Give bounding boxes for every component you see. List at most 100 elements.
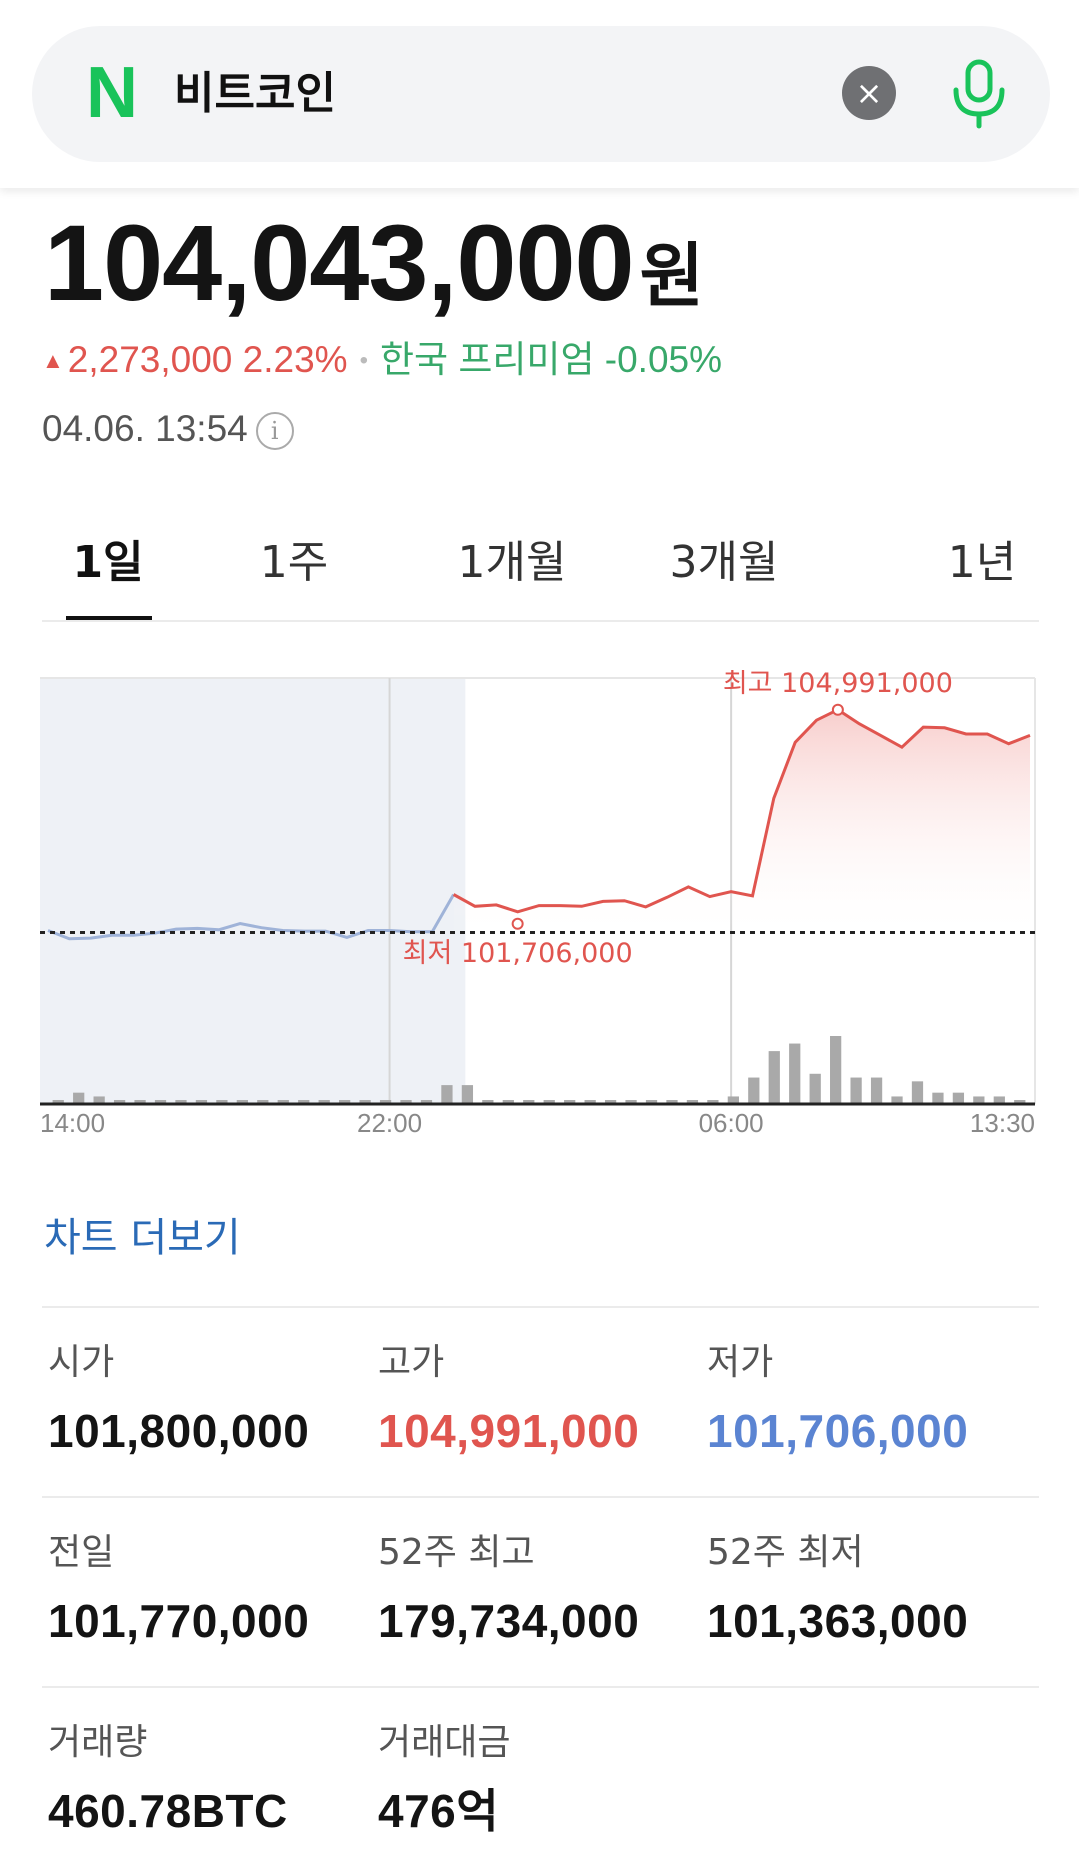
- volume-bar: [93, 1096, 105, 1104]
- volume-bar: [952, 1092, 965, 1104]
- info-icon[interactable]: i: [255, 412, 294, 450]
- volume-bar: [645, 1100, 658, 1104]
- up-arrow-icon: ▲: [42, 348, 64, 373]
- volume-bar: [809, 1073, 821, 1104]
- volume-bar: [52, 1100, 64, 1104]
- korea-premium: 한국 프리미엄 -0.05%: [379, 339, 723, 380]
- stat-52w-high: 52주 최고 179,734,000: [378, 1528, 698, 1652]
- low-label: 최저 101,706,000: [403, 938, 633, 969]
- x-tick-label: 06:00: [699, 1108, 764, 1138]
- volume-bar: [257, 1100, 269, 1104]
- volume-bar: [932, 1092, 944, 1104]
- volume-bar: [768, 1051, 780, 1104]
- volume-bar: [707, 1100, 719, 1104]
- volume-bar: [666, 1100, 678, 1104]
- stats-row: 거래량 460.78BTC 거래대금 476억: [42, 1686, 1039, 1876]
- volume-bar: [789, 1043, 801, 1104]
- stat-high: 고가 104,991,000: [378, 1338, 698, 1462]
- price-line-before: [47, 893, 455, 941]
- stat-value: 460.78BTC: [48, 1785, 288, 1837]
- stat-label: 고가: [378, 1342, 445, 1383]
- volume-bar: [216, 1100, 228, 1104]
- stat-volume: 거래량 460.78BTC: [48, 1718, 368, 1842]
- volume-bar: [400, 1100, 412, 1104]
- x-tick-label: 13:30: [970, 1108, 1035, 1138]
- volume-bar: [298, 1100, 310, 1104]
- volume-bar: [420, 1100, 433, 1104]
- volume-bar: [154, 1100, 167, 1104]
- volume-bar: [686, 1100, 699, 1104]
- volume-bar: [339, 1100, 351, 1104]
- top-bar: N 비트코인 ×: [0, 0, 1079, 188]
- premarket-shade: [40, 678, 466, 1104]
- price-change: 2,273,000 2.23%: [67, 339, 348, 380]
- stat-low: 저가 101,706,000: [707, 1338, 1027, 1462]
- price-line-after: [452, 707, 1031, 914]
- stat-label: 시가: [48, 1342, 115, 1383]
- volume-bar: [236, 1100, 248, 1104]
- volume-bar: [379, 1100, 392, 1104]
- volume-bar: [359, 1100, 371, 1104]
- volume-bar: [870, 1077, 883, 1104]
- low-marker: [511, 917, 524, 930]
- volume-bar: [604, 1100, 617, 1104]
- volume-bar: [502, 1100, 514, 1104]
- x-tick-label: 22:00: [357, 1108, 422, 1138]
- active-tab-indicator: [66, 616, 152, 620]
- volume-bar: [175, 1100, 187, 1104]
- volume-bar: [461, 1085, 474, 1104]
- more-chart-link[interactable]: 차트 더보기: [44, 1215, 241, 1261]
- high-label: 최고 104,991,000: [723, 670, 953, 699]
- stat-value: 104,991,000: [378, 1405, 640, 1457]
- volume-bar: [277, 1100, 289, 1104]
- price-area-fill: [453, 709, 1031, 933]
- tab-1week[interactable]: 1주: [259, 537, 329, 588]
- volume-bar: [748, 1077, 760, 1104]
- volume-bar: [523, 1100, 535, 1104]
- naver-logo-icon[interactable]: N: [86, 53, 138, 133]
- stat-label: 저가: [707, 1342, 774, 1383]
- volume-bar: [543, 1100, 555, 1104]
- timestamp: 04.06. 13:54: [42, 408, 248, 449]
- stat-open: 시가 101,800,000: [48, 1338, 368, 1462]
- stats-row: 전일 101,770,000 52주 최고 179,734,000 52주 최저…: [42, 1496, 1039, 1686]
- price-chart[interactable]: 최고 104,991,000 최저 101,706,000 14:00 22:00 06…: [40, 668, 1040, 1140]
- price-unit: 원: [639, 235, 704, 317]
- volume-bar: [584, 1100, 596, 1104]
- stat-value: 101,800,000: [48, 1405, 310, 1457]
- tab-3month[interactable]: 3개월: [669, 537, 779, 588]
- stat-52w-low: 52주 최저 101,363,000: [707, 1528, 1027, 1652]
- search-query-text[interactable]: 비트코인: [174, 68, 336, 119]
- volume-bar: [195, 1100, 208, 1104]
- stat-value: 101,706,000: [707, 1405, 969, 1457]
- volume-bar: [441, 1085, 453, 1104]
- stat-label: 52주 최저: [707, 1532, 864, 1573]
- volume-bar: [625, 1100, 637, 1104]
- stat-value: 101,770,000: [48, 1595, 310, 1647]
- stat-value: 476억: [378, 1785, 500, 1837]
- stat-value: 179,734,000: [378, 1595, 640, 1647]
- tab-1year[interactable]: 1년: [947, 537, 1017, 588]
- volume-bar: [318, 1100, 330, 1104]
- stat-label: 52주 최고: [378, 1532, 535, 1573]
- close-icon: ×: [855, 74, 883, 112]
- stat-label: 거래량: [48, 1722, 148, 1763]
- tab-1month[interactable]: 1개월: [457, 537, 567, 588]
- stat-prev-close: 전일 101,770,000: [48, 1528, 368, 1652]
- stat-label: 전일: [48, 1532, 115, 1573]
- volume-bar: [1014, 1100, 1026, 1104]
- volume-bar: [850, 1077, 862, 1104]
- voice-search-button[interactable]: [944, 58, 1014, 130]
- volume-bar: [134, 1100, 146, 1104]
- stat-label: 거래대금: [378, 1722, 511, 1763]
- x-tick-label: 14:00: [40, 1108, 105, 1138]
- stat-trade-amount: 거래대금 476억: [378, 1718, 698, 1842]
- search-bar[interactable]: N 비트코인 ×: [32, 26, 1050, 162]
- change-line: ▲ 2,273,000 2.23% • 한국 프리미엄 -0.05%: [42, 336, 722, 385]
- price-value: 104,043,000: [44, 202, 635, 323]
- tab-1day[interactable]: 1일: [72, 537, 144, 588]
- clear-search-button[interactable]: ×: [842, 66, 896, 120]
- volume-bar: [911, 1081, 924, 1104]
- volume-bar: [891, 1096, 903, 1104]
- stats-row: 시가 101,800,000 고가 104,991,000 저가 101,706…: [42, 1306, 1039, 1496]
